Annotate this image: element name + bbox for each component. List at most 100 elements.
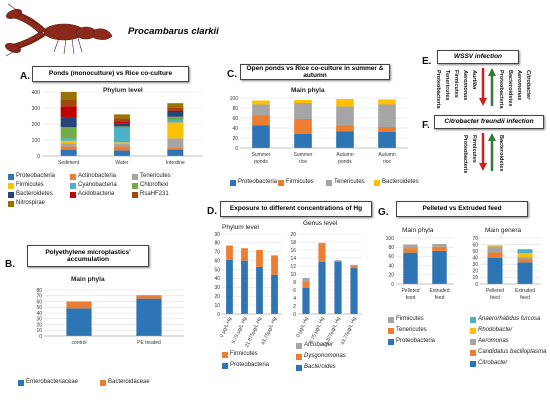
legend-label-firmicutes: Firmicutes [396,316,424,322]
legend-swatch-proteobacteria [388,339,394,345]
x-tick-label: Autumn [336,152,353,158]
legend-swatch-citrobacter [470,361,476,367]
legend-label-bacteroidetes: Bacteroidetes [16,191,53,197]
y-tick-label: 50 [36,305,42,311]
legend-swatch-bacteroidetes [8,192,14,198]
bar-segment-arcobacter-8-75-g-l-hg [318,242,326,244]
legend-swatch-dysgonomonas [296,354,302,360]
bar-segment-bacteroidetes-sediment [60,117,77,128]
y-tick-label: 80 [36,288,42,294]
bar-segment-bacteroidaceae-pe-treated [136,295,162,299]
legend-label-tenericutes: Tenericutes [334,179,365,185]
legend-label-bacteroides: Bacteroides [304,364,336,370]
bar-segment-tenericutes-pelleted-feed [403,248,418,253]
legend-label-actinobacteria: Actinobacteria [78,173,117,179]
legend-label-acidobacteria: Acidobacteria [78,191,115,197]
bar-segment-candidatus-bacilloplasma-pelleted-feed [487,252,503,258]
legend-label-tenericutes: Tenericutes [396,327,427,333]
panel-a-letter: A. [20,71,30,82]
y-tick-label: 10 [290,272,296,278]
y-tick-label: 40 [472,256,478,262]
legend-label-proteobacteria: Proteobacteria [230,362,270,368]
panel-c-letter: C. [227,69,237,80]
y-tick-label: 40 [214,276,220,282]
bar-segment-arcobacter-43-75-g-l-hg [350,264,358,266]
panel-d-left-title: Phylum level [222,224,259,231]
y-tick-label: 18 [290,240,296,246]
bar-segment-arcobacter-0-g-l-hg [302,278,310,282]
y-tick-label: 80 [388,245,394,251]
x-tick-label: feed [520,295,530,301]
bar-segment-firmicutes-43-75-g-l-hg [271,255,278,275]
bar-segment-rsahf231-water [114,118,130,122]
panel-d-title: Exposure to different concentrations of … [220,201,372,217]
x-tick-label: Extruded [515,288,535,294]
legend-swatch-rsahf231 [132,192,138,198]
bar-segment-dysgonomonas-8-75-g-l-hg [318,244,326,262]
bar-segment-chloroflexi-intestine [167,116,184,120]
x-tick-label: Pelleted [401,288,419,294]
y-tick-label: 60 [36,299,42,305]
panel-g-title: Pelleted vs Extruded feed [396,201,528,217]
legend-swatch-rhodobacter [470,328,476,334]
panel-f-letter: F. [422,120,430,131]
bar-segment-cyanobacteria-intestine [167,120,184,123]
y-tick-label: 60 [388,254,394,260]
y-tick-label: 14 [290,256,296,262]
y-tick-label: 90 [214,232,220,238]
legend-swatch-aeromonas [470,339,476,345]
legend-label-chloroflexi: Chloroflexi [140,182,169,188]
bar-segment-bacteroidetes-summer-ponds [252,100,270,105]
bar-segment-firmicutes-autumn-ponds [336,125,354,132]
up-label-bacteroidetes: Bacteroidetes [507,70,513,106]
y-tick-label: 20 [472,269,478,275]
legend-label-citrobacter: Citrobacter [478,360,508,366]
y-tick-label: 40 [232,126,238,132]
y-tick-label: 20 [36,322,42,328]
y-tick-label: 10 [472,275,478,281]
up-label-bacteroidetes: Bacteroidetes [498,135,504,171]
y-tick-label: 4 [293,296,296,302]
bar-segment-bacteroidetes-autumn-rice [378,99,396,105]
bar-segment-proteobacteria-summer-rice [294,134,312,148]
x-tick-label: PE treated [137,340,161,346]
bar-segment-bacteroidaceae-control [66,301,92,309]
bar-segment-firmicutes-8-75-g-l-hg [241,248,248,261]
bar-segment-anaerorhabdus-furcosa-extruded-feed [517,249,533,254]
bar-segment-candidatus-bacilloplasma-extruded-feed [517,259,533,263]
bar-segment-bacteroidetes-summer-rice [294,100,312,103]
y-tick-label: 20 [290,232,296,238]
y-tick-label: 300 [32,106,41,112]
bar-segment-bacteroidetes-water [114,123,130,127]
bar-segment-actinobacteria-intestine [167,148,184,150]
y-tick-label: 6 [293,288,296,294]
y-tick-label: 60 [214,258,220,264]
species-title: Procambarus clarkii [128,26,219,37]
legend-label-bacteroidetes: Bacteroidetes [382,179,419,185]
y-tick-label: 100 [386,236,395,242]
legend-swatch-tenericutes [132,174,138,180]
legend-label-aeromonas: Aeromonas [478,338,509,344]
legend-label-cyanobacteria: Cyanobacteria [78,182,117,188]
down-label-aurtiba: Aurtiba [471,69,477,89]
legend-label-firmicutes: Firmicutes [230,351,258,357]
x-tick-label: 43.75μg/L Hg [340,316,358,346]
y-tick-label: 0 [391,282,394,288]
legend-label-nitrospirae: Nitrospirae [16,200,46,206]
x-tick-label: 0 μg/L Hg [219,316,234,338]
y-tick-label: 80 [232,106,238,112]
bar-segment-firmicutes-autumn-rice [378,127,396,132]
bar-segment-citrobacter-pelleted-feed [487,257,503,284]
bar-segment-arcobacter-21-875-g-l-hg [334,260,342,261]
legend-label-firmicutes: Firmicutes [16,182,44,188]
x-tick-label: 8.75 μg/L Hg [308,316,326,345]
x-tick-label: rice [299,159,307,165]
bar-segment-firmicutes-sediment [60,140,77,144]
bar-segment-chloroflexi-water [114,126,130,128]
panel-a-subtitle: Phylum level [103,87,143,94]
panel-a-chart: 0 100 200 300 400 Sediment Water Intestine [32,90,202,166]
up-label-citrobacter: Citrobacter [525,70,531,100]
y-tick-label: 0 [293,312,296,318]
x-tick-label: Water [115,160,128,166]
